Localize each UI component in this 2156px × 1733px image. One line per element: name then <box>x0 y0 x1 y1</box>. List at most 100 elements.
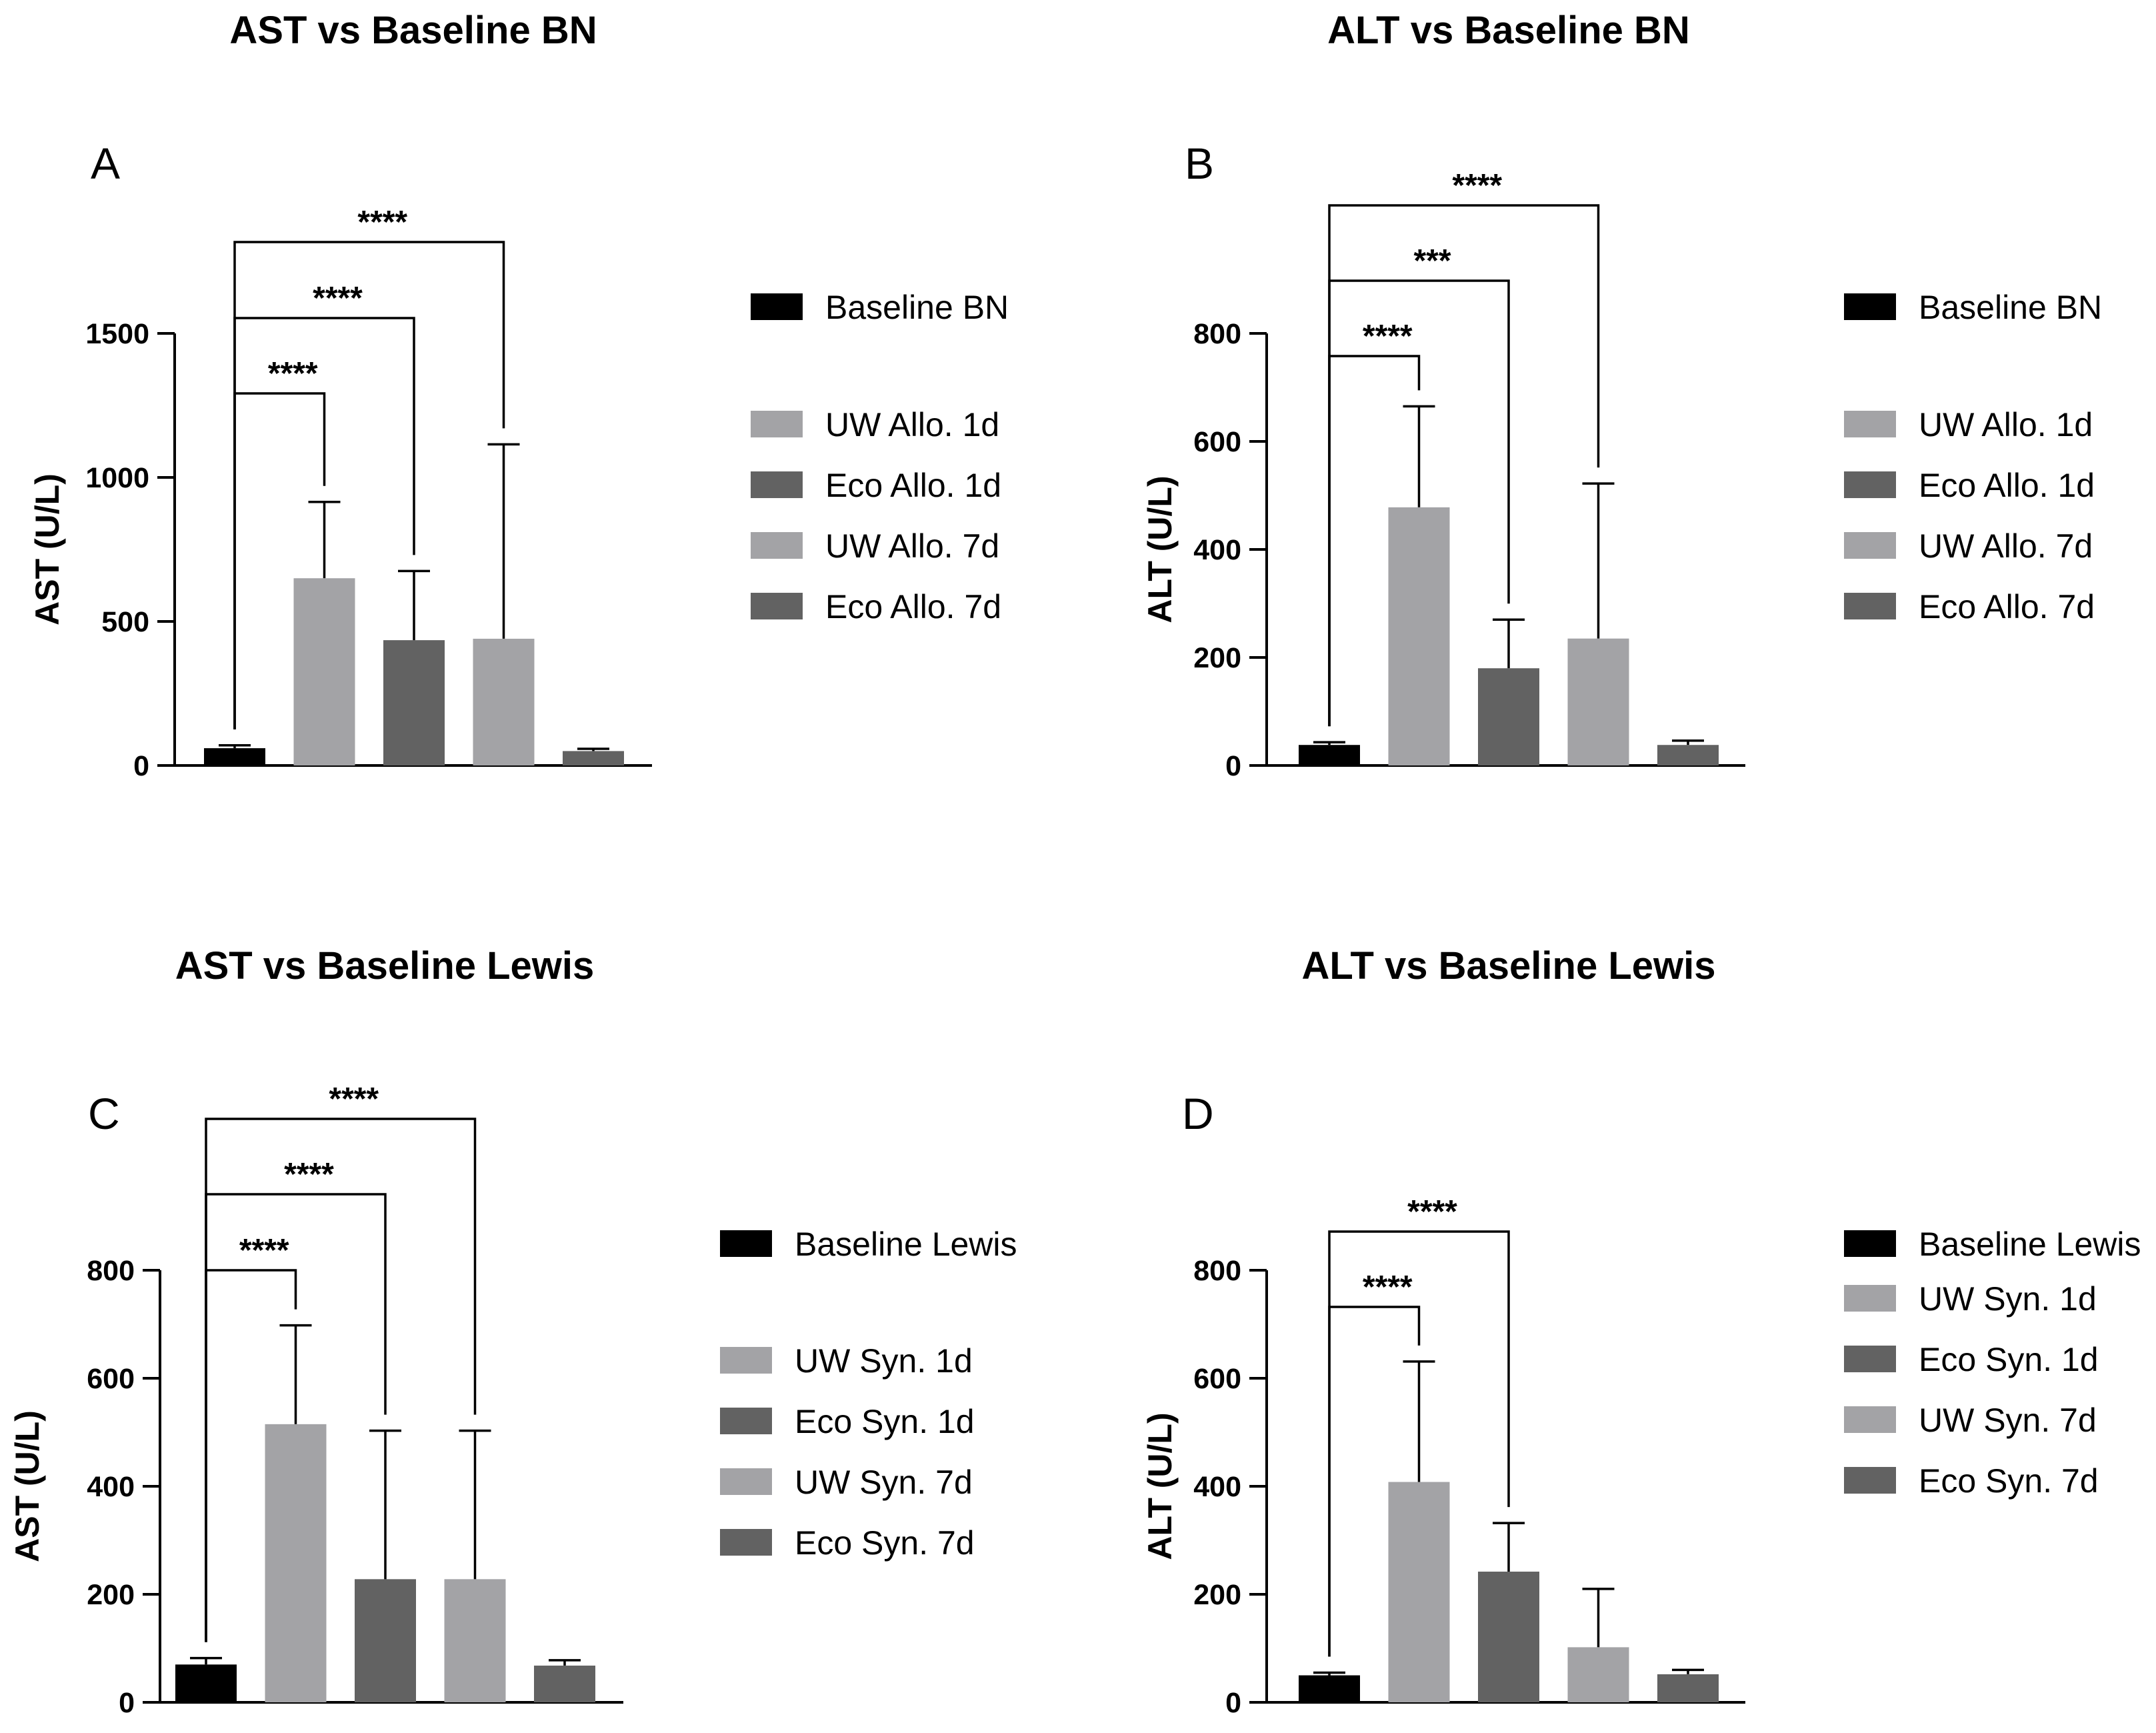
significance-label: **** <box>1363 319 1413 354</box>
legend-label: UW Syn. 1d <box>795 1342 973 1380</box>
legend-label: Eco Allo. 1d <box>825 467 1001 504</box>
chart-title: AST vs Baseline Lewis <box>175 944 595 988</box>
significance-label: **** <box>284 1157 334 1192</box>
legend-label: Eco Syn. 1d <box>795 1403 975 1440</box>
legend-swatch <box>1844 532 1896 559</box>
legend-label: UW Syn. 7d <box>1919 1402 2097 1439</box>
bar-5 <box>563 751 624 765</box>
y-tick-label: 0 <box>119 1687 135 1719</box>
legend-swatch <box>720 1468 772 1495</box>
bar-4 <box>1567 1647 1629 1702</box>
bar-1 <box>204 748 265 765</box>
y-tick-label: 800 <box>87 1255 135 1287</box>
legend-label: UW Allo. 1d <box>1919 406 2093 443</box>
legend-label: Eco Allo. 7d <box>825 588 1001 625</box>
chart-title: AST vs Baseline BN <box>229 9 597 52</box>
y-tick-label: 800 <box>1193 318 1241 350</box>
legend-label: UW Allo. 7d <box>825 527 999 565</box>
significance-label: **** <box>329 1082 379 1117</box>
bar-3 <box>1478 1571 1539 1702</box>
bar-2 <box>1388 507 1450 765</box>
legend-label: UW Allo. 1d <box>825 406 999 443</box>
chart-panel-b: ALT vs Baseline BN B ALT (U/L) 0 200 400 600 80… <box>1141 9 2102 782</box>
legend-label: Baseline Lewis <box>795 1226 1017 1263</box>
bar-1 <box>1299 1675 1360 1702</box>
legend-swatch <box>1844 1230 1896 1257</box>
bar-1 <box>175 1664 237 1702</box>
significance-bracket <box>1328 1230 1510 1657</box>
legend-swatch <box>1844 293 1896 320</box>
bar-5 <box>1657 745 1719 765</box>
significance-bracket <box>233 241 505 729</box>
y-tick-label: 200 <box>1193 642 1241 674</box>
legend-label: Eco Syn. 7d <box>1919 1462 2099 1500</box>
legend-label: Eco Allo. 1d <box>1919 467 2095 504</box>
legend-swatch <box>720 1408 772 1434</box>
bar-4 <box>1567 638 1629 765</box>
bar-5 <box>534 1665 595 1702</box>
bar-4 <box>473 638 535 765</box>
legend-label: Baseline BN <box>825 289 1009 326</box>
y-tick-label: 400 <box>1193 1471 1241 1503</box>
panel-letter: A <box>91 139 120 188</box>
y-tick-label: 0 <box>1225 1687 1241 1719</box>
significance-label: **** <box>357 205 407 240</box>
y-axis-label: AST (U/L) <box>9 1410 46 1562</box>
legend-swatch <box>1844 411 1896 437</box>
panel-letter: D <box>1182 1089 1214 1138</box>
bar-4 <box>444 1579 506 1702</box>
legend-swatch <box>1844 471 1896 498</box>
y-tick-label: 400 <box>87 1471 135 1503</box>
significance-label: **** <box>239 1233 289 1268</box>
legend-label: UW Syn. 1d <box>1919 1280 2097 1318</box>
y-tick-label: 200 <box>1193 1579 1241 1611</box>
bar-2 <box>293 578 355 765</box>
legend-swatch <box>1844 1406 1896 1433</box>
legend-label: UW Syn. 7d <box>795 1464 973 1501</box>
significance-label: **** <box>1407 1194 1457 1230</box>
legend-label: Baseline BN <box>1919 289 2102 326</box>
legend-swatch <box>751 411 803 437</box>
legend-swatch <box>720 1230 772 1257</box>
y-tick-label: 800 <box>1193 1255 1241 1287</box>
chart-title: ALT vs Baseline Lewis <box>1301 944 1715 988</box>
y-tick-label: 200 <box>87 1579 135 1611</box>
legend-label: Eco Syn. 7d <box>795 1524 975 1562</box>
chart-panel-c: AST vs Baseline Lewis C AST (U/L) 0 200 400 60… <box>9 944 1017 1719</box>
y-tick-label: 0 <box>133 750 149 782</box>
panel-letter: B <box>1185 139 1214 188</box>
significance-label: **** <box>313 281 363 316</box>
bar-2 <box>265 1424 327 1702</box>
chart-panel-d: ALT vs Baseline Lewis D ALT (U/L) 0 200 400 60… <box>1141 944 2141 1719</box>
panel-letter: C <box>88 1089 120 1138</box>
y-tick-label: 0 <box>1225 750 1241 782</box>
legend-swatch <box>720 1347 772 1374</box>
bar-1 <box>1299 745 1360 765</box>
y-tick-label: 500 <box>101 606 149 638</box>
legend-swatch <box>751 293 803 320</box>
significance-bracket <box>1328 204 1600 727</box>
bar-3 <box>1478 668 1539 765</box>
y-axis-label: ALT (U/L) <box>1141 1412 1179 1560</box>
significance-bracket <box>205 1118 477 1642</box>
significance-label: *** <box>1413 243 1451 279</box>
y-tick-label: 600 <box>1193 426 1241 458</box>
legend-swatch <box>1844 1346 1896 1372</box>
legend-swatch <box>1844 1285 1896 1312</box>
legend-label: Eco Syn. 1d <box>1919 1341 2099 1378</box>
legend-swatch <box>720 1529 772 1556</box>
legend-swatch <box>1844 1467 1896 1494</box>
legend-label: UW Allo. 7d <box>1919 527 2093 565</box>
legend-swatch <box>751 593 803 619</box>
bar-5 <box>1657 1674 1719 1702</box>
chart-title: ALT vs Baseline BN <box>1327 9 1690 52</box>
significance-label: **** <box>268 356 318 391</box>
significance-label: **** <box>1452 168 1502 203</box>
y-tick-label: 1000 <box>85 462 149 494</box>
legend-swatch <box>751 471 803 498</box>
bar-2 <box>1388 1482 1450 1702</box>
y-tick-label: 600 <box>87 1363 135 1395</box>
legend-swatch <box>1844 593 1896 619</box>
significance-label: **** <box>1363 1270 1413 1305</box>
